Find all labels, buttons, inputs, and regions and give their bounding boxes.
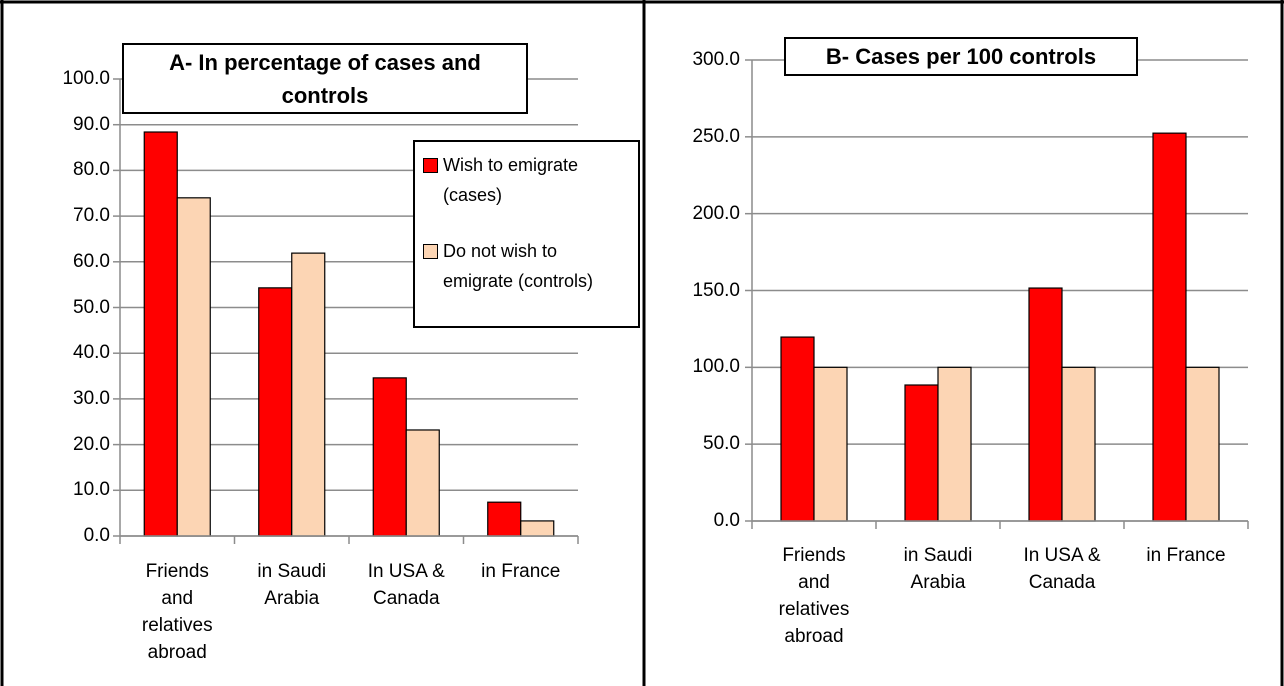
y-tick-label: 50.0 — [703, 433, 740, 455]
y-tick-label: 80.0 — [73, 159, 110, 181]
bar — [1152, 132, 1187, 522]
y-tick-label: 100.0 — [692, 356, 740, 378]
chart-title: B- Cases per 100 controls — [784, 37, 1138, 76]
bar — [1028, 287, 1063, 522]
bar — [904, 384, 939, 522]
y-tick-label: 0.0 — [83, 525, 110, 546]
x-tick-label: Friends and relatives abroad — [778, 545, 850, 647]
bar — [291, 252, 326, 537]
bar — [258, 287, 293, 537]
bar — [1061, 366, 1096, 522]
bar — [176, 197, 211, 537]
x-tick-label: in France — [1146, 545, 1226, 566]
bar — [143, 131, 178, 537]
bar — [520, 520, 555, 537]
legend-swatch — [423, 244, 438, 259]
bar — [1185, 366, 1220, 522]
bar — [937, 366, 972, 522]
y-tick-label: 250.0 — [692, 125, 740, 147]
x-tick-label: in Saudi Arabia — [903, 545, 973, 593]
legend-label: Do not wish to emigrate (controls) — [443, 241, 594, 291]
legend: Wish to emigrate (cases) Do not wish to e… — [413, 140, 640, 328]
x-tick-label: In USA & Canada — [1023, 545, 1101, 593]
x-tick-label: in France — [481, 561, 561, 582]
y-tick-label: 0.0 — [713, 510, 740, 531]
y-tick-label: 100.0 — [62, 68, 110, 89]
y-tick-label: 30.0 — [73, 387, 110, 409]
x-tick-label: Friends and relatives abroad — [141, 561, 213, 663]
y-tick-label: 200.0 — [692, 202, 740, 224]
bar — [487, 501, 522, 537]
legend-swatch — [423, 158, 438, 173]
legend-label: Wish to emigrate (cases) — [443, 155, 579, 205]
bar — [780, 336, 815, 522]
y-tick-label: 90.0 — [73, 113, 110, 135]
y-tick-label: 150.0 — [692, 279, 740, 301]
y-tick-label: 300.0 — [692, 49, 740, 70]
y-tick-label: 40.0 — [73, 342, 110, 364]
y-tick-label: 10.0 — [73, 479, 110, 501]
chart-title: A- In percentage of cases and controls — [122, 43, 528, 114]
y-tick-label: 50.0 — [73, 296, 110, 318]
x-tick-label: In USA & Canada — [367, 561, 445, 609]
bar — [405, 429, 440, 537]
y-tick-label: 20.0 — [73, 433, 110, 455]
y-tick-label: 70.0 — [73, 205, 110, 227]
bar — [813, 366, 848, 522]
x-tick-label: in Saudi Arabia — [257, 561, 327, 609]
bar — [372, 377, 407, 537]
y-tick-label: 60.0 — [73, 250, 110, 272]
